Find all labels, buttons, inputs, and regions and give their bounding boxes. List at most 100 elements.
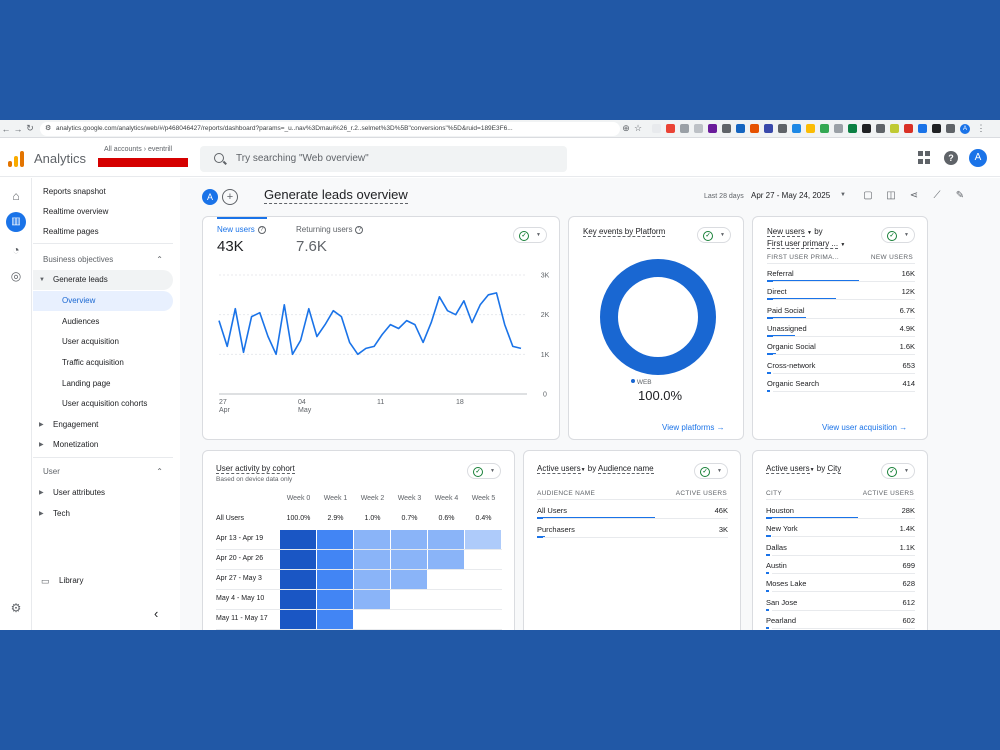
platform-card-title[interactable]: Key events by Platform: [583, 227, 666, 237]
share-icon[interactable]: ⋖: [909, 190, 919, 201]
admin-gear-icon[interactable]: ⚙: [10, 601, 22, 615]
forward-icon[interactable]: →: [13, 123, 23, 134]
site-info-icon[interactable]: ⚙: [45, 124, 52, 132]
table-row-name[interactable]: New York: [766, 524, 798, 534]
data-quality-chip[interactable]: ✓ ▼: [513, 227, 547, 243]
collapse-sidebar-icon[interactable]: ‹: [154, 606, 159, 621]
table-row-name[interactable]: Unassigned: [767, 323, 807, 333]
dimension-selector[interactable]: First user primary ...: [767, 239, 839, 249]
date-range[interactable]: Apr 27 - May 24, 2025: [751, 191, 831, 200]
data-quality-chip[interactable]: ✓ ▼: [881, 463, 915, 479]
sidebar-item-user-acquisition[interactable]: User acquisition: [62, 337, 119, 346]
data-quality-chip[interactable]: ✓ ▼: [881, 227, 915, 243]
extension-icon[interactable]: [834, 124, 843, 133]
extension-icon[interactable]: [722, 124, 731, 133]
extension-icon[interactable]: [876, 124, 885, 133]
reload-icon[interactable]: ↻: [26, 123, 34, 133]
caret-down-icon[interactable]: ▼: [840, 242, 846, 248]
add-comparison-icon[interactable]: +: [222, 189, 238, 205]
table-row-name[interactable]: Pearland: [766, 615, 797, 625]
new-users-tab[interactable]: New users?: [217, 225, 266, 234]
caret-down-icon[interactable]: ▼: [809, 467, 815, 473]
help-circle-icon[interactable]: ?: [355, 226, 364, 234]
table-row-name[interactable]: Houston: [766, 506, 794, 515]
cohort-cell[interactable]: [280, 610, 316, 629]
extension-icon[interactable]: [792, 124, 801, 133]
extension-icon[interactable]: [750, 124, 759, 133]
table-row-name[interactable]: All Users: [537, 506, 568, 515]
sidebar-item-generate-leads[interactable]: ▼ Generate leads: [33, 270, 173, 290]
extension-icon[interactable]: [806, 124, 815, 133]
cohort-cell[interactable]: [428, 550, 464, 569]
date-dropdown-icon[interactable]: ▼: [840, 192, 846, 198]
chevron-up-icon[interactable]: ⌃: [156, 467, 163, 476]
extension-icon[interactable]: [820, 124, 829, 133]
all-accounts-link[interactable]: All accounts: [104, 146, 142, 153]
metric-selector[interactable]: Active users: [537, 464, 581, 474]
extension-icon[interactable]: [918, 124, 927, 133]
table-row-name[interactable]: San Jose: [766, 597, 798, 607]
analytics-logo-icon[interactable]: [8, 151, 24, 167]
cohort-cell[interactable]: [391, 570, 427, 589]
comparison-chip[interactable]: A: [202, 189, 218, 205]
extension-icon[interactable]: [778, 124, 787, 133]
table-row-name[interactable]: Referral: [767, 269, 794, 278]
sidebar-item-monetization[interactable]: ▶ Monetization: [33, 435, 173, 455]
cohort-cell[interactable]: [391, 530, 427, 549]
sidebar-item-reports-snapshot[interactable]: Reports snapshot: [43, 187, 106, 196]
data-quality-chip[interactable]: ✓ ▼: [697, 227, 731, 243]
dimension-selector[interactable]: City: [827, 464, 842, 474]
extension-icon[interactable]: [680, 124, 689, 133]
cohort-cell[interactable]: [317, 610, 353, 629]
search-bar[interactable]: Try searching "Web overview": [200, 146, 567, 172]
view-user-acquisition-link[interactable]: View user acquisition →: [822, 423, 907, 432]
extension-icon[interactable]: [708, 124, 717, 133]
table-row-name[interactable]: Cross-network: [767, 360, 816, 370]
account-name[interactable]: eventrill: [147, 146, 173, 153]
cohort-cell[interactable]: [391, 550, 427, 569]
extension-icon[interactable]: [666, 124, 675, 133]
cohort-cell[interactable]: [428, 530, 464, 549]
extensions-puzzle-icon[interactable]: [946, 124, 955, 133]
cohort-cell[interactable]: [354, 550, 390, 569]
sidebar-item-user-attributes[interactable]: ▶ User attributes: [33, 483, 173, 503]
table-row-name[interactable]: Dallas: [766, 542, 787, 552]
cohort-cell[interactable]: [280, 550, 316, 569]
series-line-new-users[interactable]: [218, 292, 522, 356]
reports-icon[interactable]: ▥: [6, 212, 26, 232]
compare-view-icon[interactable]: ◫: [886, 190, 896, 201]
cohort-cell[interactable]: [317, 550, 353, 569]
cohort-cell[interactable]: [317, 590, 353, 609]
caret-down-icon[interactable]: ▼: [807, 230, 812, 236]
help-icon[interactable]: ?: [944, 151, 958, 165]
table-row-name[interactable]: Purchasers: [537, 525, 575, 534]
sidebar-item-audiences[interactable]: Audiences: [62, 317, 100, 326]
cohort-cell[interactable]: [280, 530, 316, 549]
extension-icon[interactable]: [736, 124, 745, 133]
extension-icon[interactable]: [932, 124, 941, 133]
extension-icon[interactable]: [652, 124, 661, 133]
extension-icon[interactable]: [890, 124, 899, 133]
property-selector[interactable]: [98, 158, 188, 167]
cohort-card-title[interactable]: User activity by cohort: [216, 464, 295, 474]
cohort-cell[interactable]: [280, 570, 316, 589]
back-icon[interactable]: ←: [1, 123, 11, 134]
sidebar-item-landing-page[interactable]: Landing page: [62, 379, 111, 388]
table-row-name[interactable]: Austin: [766, 560, 787, 570]
explore-icon[interactable]: ◔: [12, 243, 20, 257]
dimension-selector[interactable]: Audience name: [598, 464, 654, 474]
browser-menu-icon[interactable]: ⋮: [976, 123, 986, 133]
date-preset-label[interactable]: Last 28 days: [704, 193, 744, 200]
user-avatar[interactable]: A: [969, 149, 987, 167]
sidebar-item-user-acquisition-cohorts[interactable]: User acquisition cohorts: [62, 399, 148, 408]
table-row-name[interactable]: Paid Social: [767, 305, 805, 315]
metric-selector[interactable]: New users: [767, 227, 805, 237]
sidebar-section-business-objectives[interactable]: Business objectives ⌃: [33, 250, 173, 270]
extension-icon[interactable]: [904, 124, 913, 133]
advertising-icon[interactable]: ◎: [10, 269, 22, 283]
cohort-cell[interactable]: [354, 570, 390, 589]
cohort-cell[interactable]: [317, 530, 353, 549]
extension-icon[interactable]: [764, 124, 773, 133]
sidebar-item-traffic-acquisition[interactable]: Traffic acquisition: [62, 358, 124, 367]
cohort-cell[interactable]: [280, 590, 316, 609]
